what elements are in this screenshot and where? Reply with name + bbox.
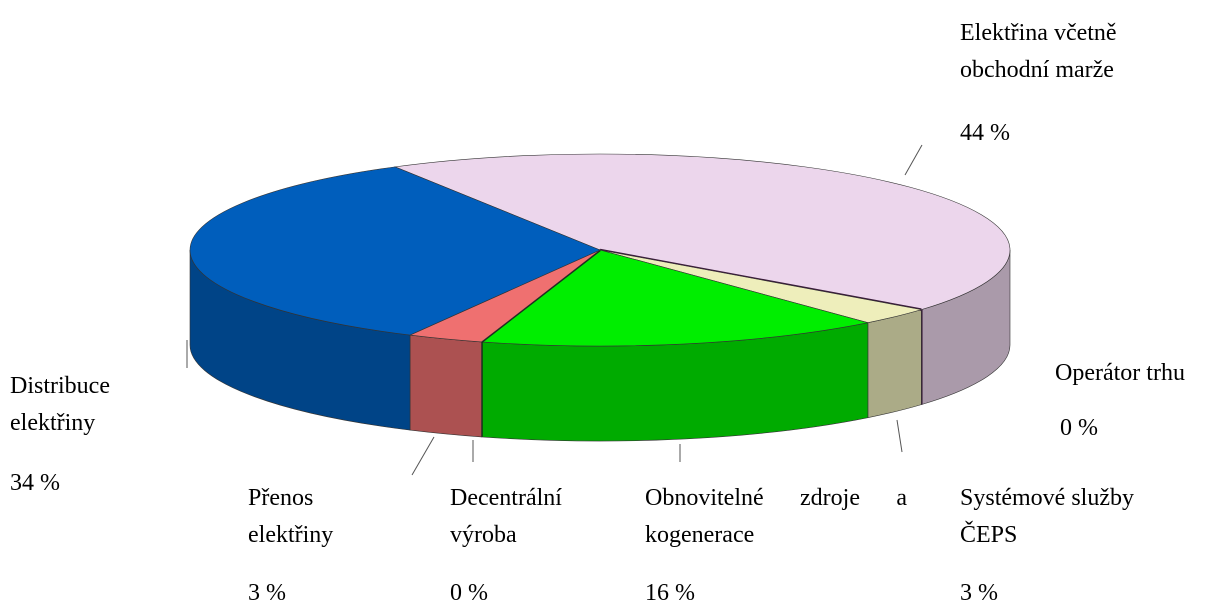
leader-line (896, 419, 903, 453)
leader-line (904, 144, 923, 176)
category-label: Přenos elektřiny (248, 485, 334, 548)
value-label: 3 % (248, 580, 286, 606)
slice (480, 249, 868, 347)
slice-side (409, 334, 482, 438)
value-label: 34 % (10, 470, 60, 496)
pie (189, 153, 1011, 442)
slice (189, 166, 601, 336)
leader-line (411, 436, 435, 476)
category-label: Decentrální výroba (450, 485, 562, 548)
category-label: Obnovitelné zdroje a kogenerace (645, 485, 907, 548)
value-label: 0 % (450, 580, 488, 606)
category-label: Elektřina včetně obchodní marže (960, 20, 1117, 83)
slice (393, 153, 1011, 310)
value-label: 3 % (960, 580, 998, 606)
category-label: Systémové služby ČEPS (960, 485, 1134, 548)
category-label: Operátor trhu (1055, 360, 1185, 386)
value-label: 0 % (1060, 415, 1098, 441)
slice-side (867, 309, 922, 419)
value-label: 44 % (960, 120, 1010, 146)
value-label: 16 % (645, 580, 695, 606)
category-label: Distribuce elektřiny (10, 373, 110, 436)
